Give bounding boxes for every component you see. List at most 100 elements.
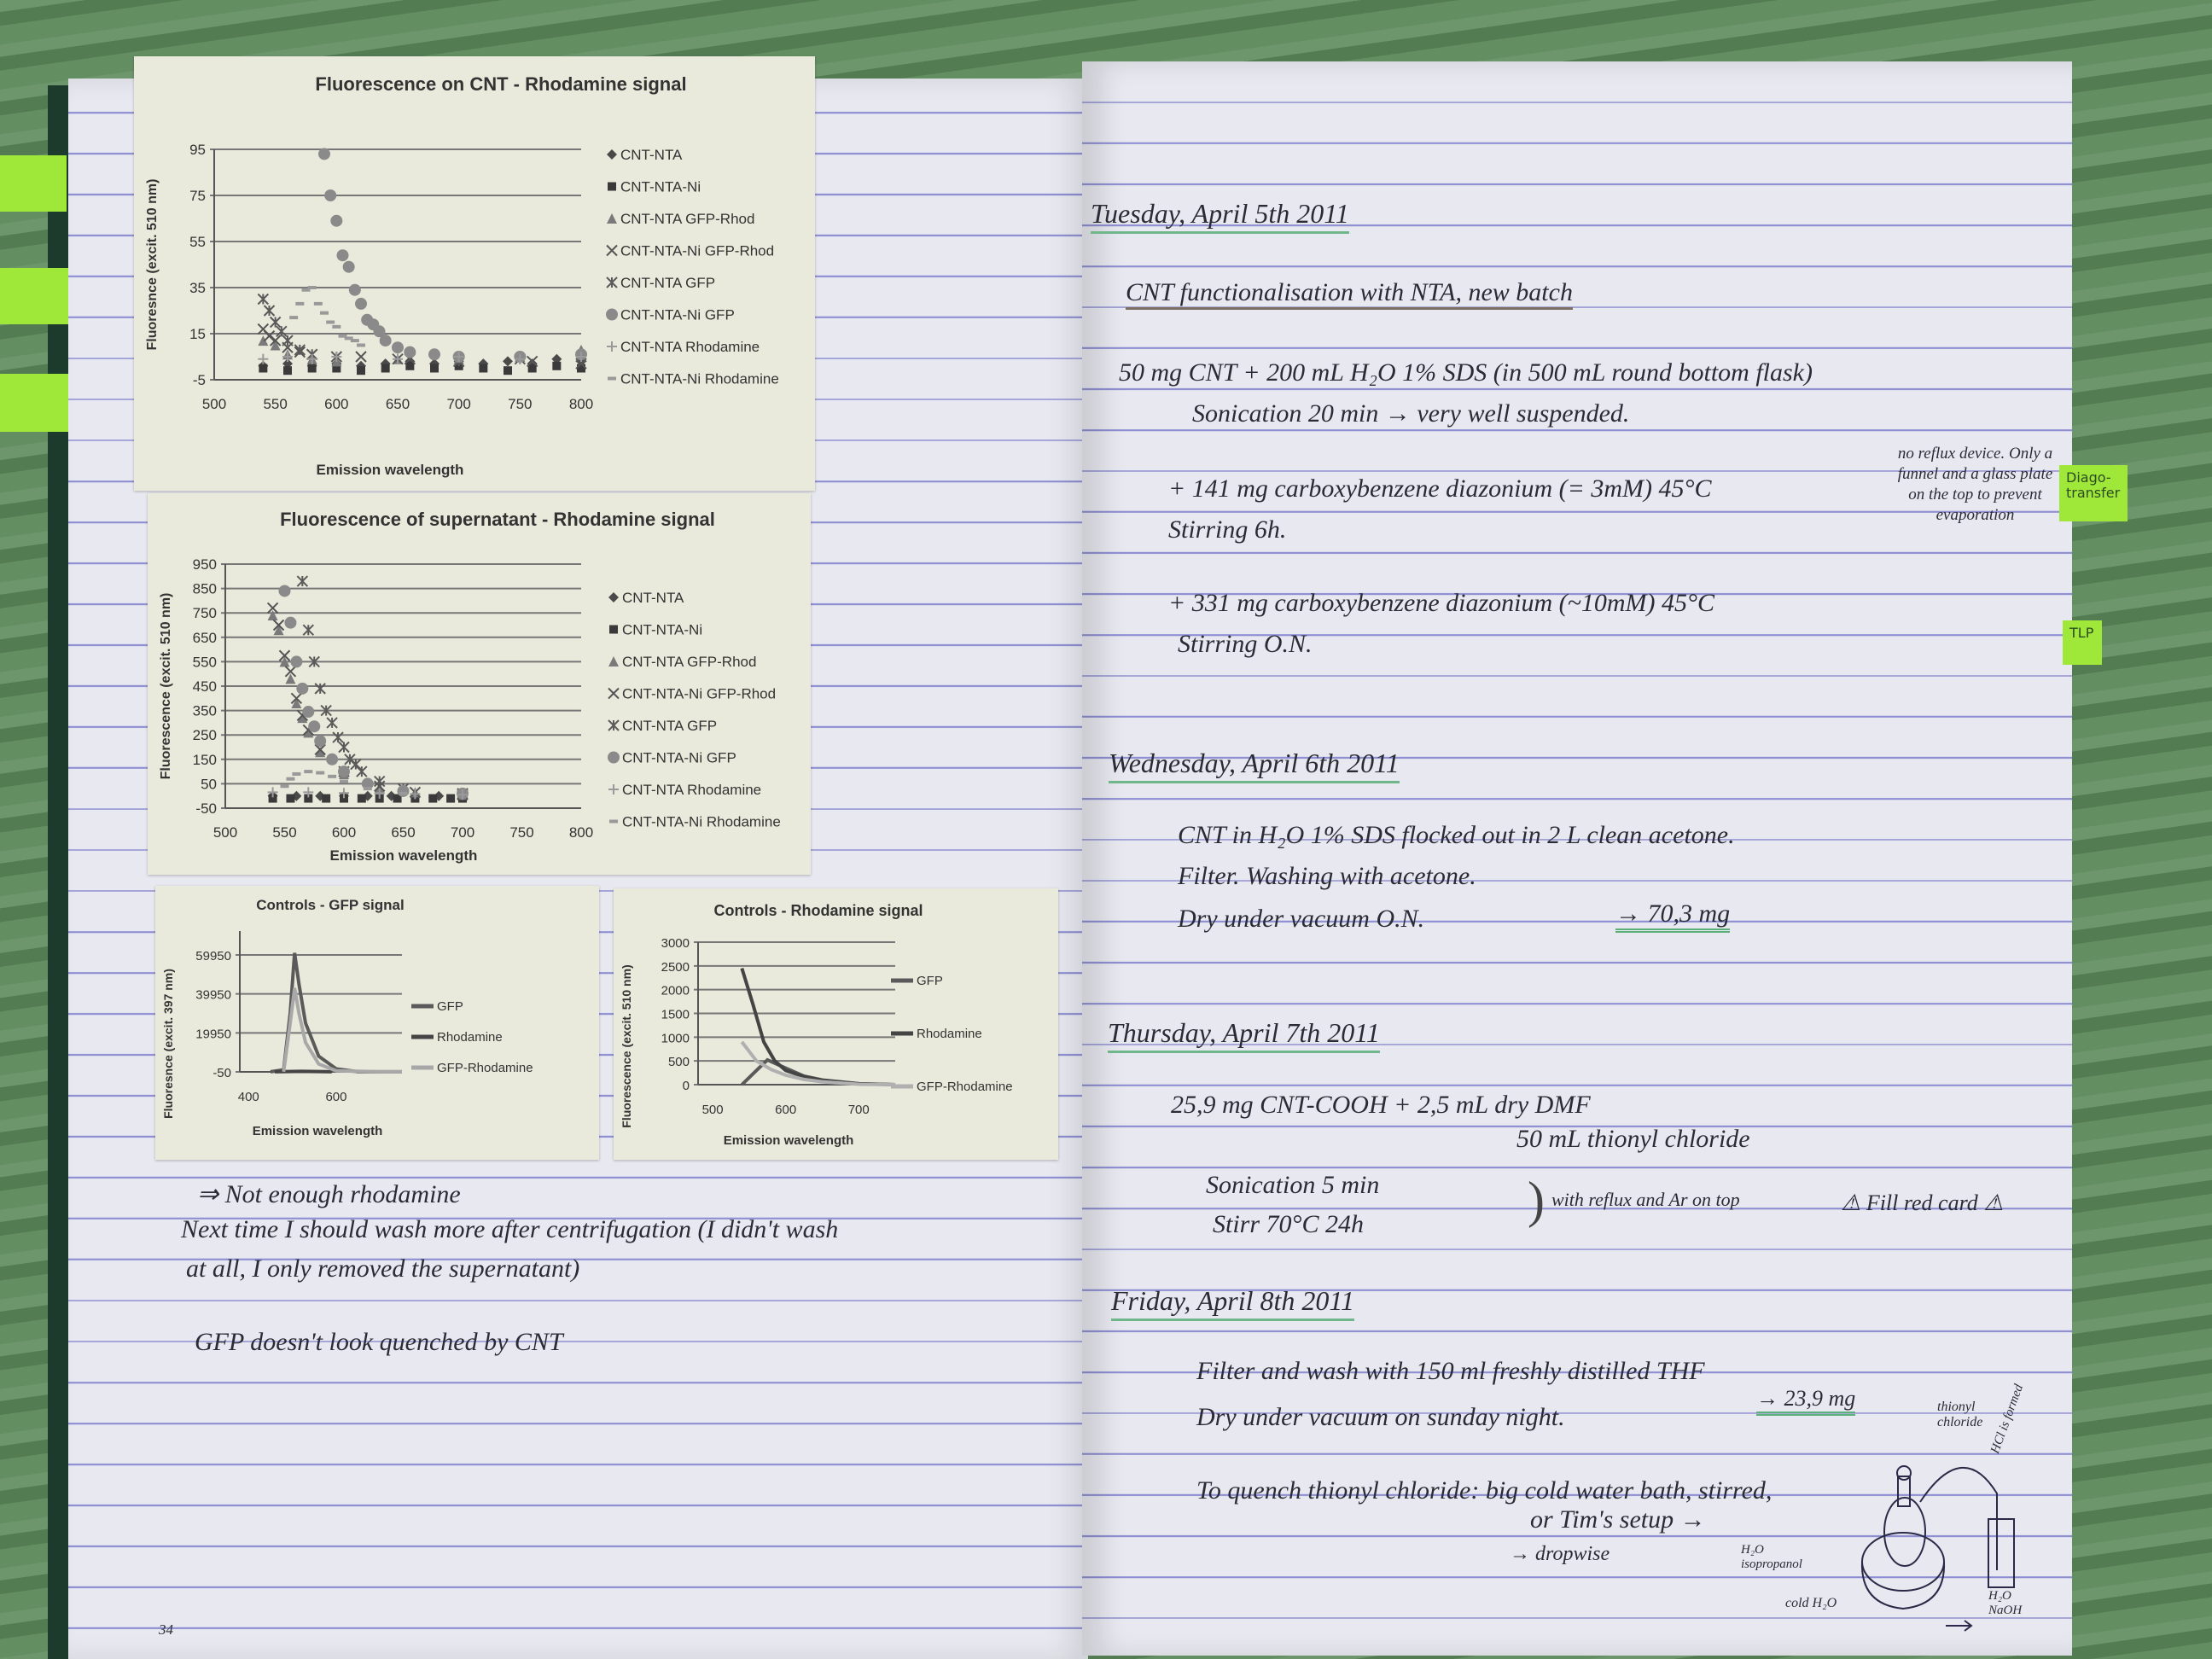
data-point-cnt-nta-ni (527, 364, 537, 373)
series-cnt-nta-ni-rhodamine (280, 770, 408, 795)
warning-text: Fill red card (1866, 1190, 1978, 1215)
data-point-cnt-nta-ni-rhodamine (350, 339, 359, 343)
legend-marker (608, 719, 620, 731)
y-tick-label: -5 (193, 372, 206, 388)
data-point-cnt-nta-gfp (282, 335, 294, 346)
data-point-cnt-nta-ni (332, 364, 341, 373)
note-gfp-not-quenched: GFP doesn't look quenched by CNT (195, 1328, 563, 1356)
data-point-cnt-nta-ni (577, 364, 585, 373)
data-point-cnt-nta-ni-rhodamine (280, 784, 289, 789)
y-tick-label: 950 (193, 556, 217, 573)
y-tick-label: 150 (193, 752, 217, 768)
data-point-cnt-nta-ni-rhodamine (286, 777, 295, 781)
data-point-cnt-nta-rhodamine (267, 787, 278, 798)
x-tick-label: 700 (446, 396, 470, 412)
data-point-cnt-nta-ni (504, 366, 512, 375)
data-point-cnt-nta-ni-gfp (326, 753, 339, 765)
data-point-cnt-nta-ni-gfp-rhod (290, 692, 303, 705)
x-tick-label: 600 (332, 824, 356, 841)
x-axis-label: Emission wavelength (724, 1133, 854, 1148)
data-point-cnt-nta-gfp (269, 316, 282, 329)
tuesday-line-3: + 141 mg carboxybenzene diazonium (= 3mM… (1168, 474, 1712, 503)
thursday-warning: ⚠ Fill red card ⚠ (1841, 1190, 2004, 1216)
sticky-tab-tlp[interactable]: TLP (2063, 620, 2102, 665)
chart-svg: Fluorescence of supernatant - Rhodamine … (159, 509, 781, 864)
chart-controls-gfp: Controls - GFP signal Emission wavelength… (155, 886, 599, 1160)
legend-marker (608, 687, 620, 700)
sticky-tab-left-1[interactable] (0, 155, 67, 212)
data-point-cnt-nta-ni-rhodamine (326, 320, 335, 324)
data-point-cnt-nta-ni (552, 361, 562, 370)
data-point-cnt-nta (503, 356, 513, 367)
data-point-cnt-nta-ni-gfp (348, 283, 361, 296)
data-point-cnt-nta-ni-gfp (342, 260, 355, 273)
data-point-cnt-nta-gfp-rhod (303, 727, 314, 738)
wednesday-yield: → 70,3 mg (1615, 899, 1731, 933)
data-point-cnt-nta-ni-rhodamine (332, 324, 341, 329)
x-tick-label: 600 (325, 1090, 346, 1104)
data-point-cnt-nta-ni-gfp-rhod (526, 355, 538, 368)
thursday-line-3: Sonication 5 min (1206, 1171, 1380, 1199)
data-point-cnt-nta-ni (322, 794, 331, 803)
x-tick-label: 600 (324, 396, 348, 412)
data-point-cnt-nta-ni (259, 364, 268, 373)
sketch-label-cold-water: cold H₂O (1785, 1596, 1837, 1610)
data-point-cnt-nta-rhodamine (339, 788, 349, 799)
legend-label: CNT-NTA Rhodamine (622, 782, 761, 798)
data-point-cnt-nta-ni (405, 361, 415, 370)
data-point-cnt-nta-ni-gfp (324, 189, 337, 201)
y-tick-label: 75 (189, 188, 206, 204)
y-tick-label: 1500 (661, 1008, 690, 1022)
data-point-cnt-nta-ni-gfp (392, 341, 404, 354)
data-point-cnt-nta-rhodamine (515, 353, 526, 364)
data-point-cnt-nta-gfp-rhod (279, 656, 290, 667)
data-point-cnt-nta-ni-rhodamine (301, 288, 311, 292)
data-point-cnt-nta-gfp-rhod (273, 625, 284, 636)
data-point-cnt-nta-ni-rhodamine (328, 774, 337, 778)
data-point-cnt-nta-ni (357, 794, 366, 803)
data-point-cnt-nta (315, 790, 326, 801)
friday-line-2: Dry under vacuum on sunday night. (1196, 1403, 1565, 1431)
data-point-cnt-nta (362, 790, 373, 801)
data-point-cnt-nta-ni-gfp-rhod (269, 335, 282, 346)
legend-label: CNT-NTA (622, 590, 684, 606)
data-point-cnt-nta-ni (340, 794, 348, 803)
legend-marker (607, 213, 617, 224)
legend-label: CNT-NTA-Ni GFP (620, 307, 735, 323)
series-cnt-nta-gfp (257, 293, 587, 368)
y-tick-label: 650 (193, 630, 217, 646)
chart-controls-rhodamine: Controls - Rhodamine signal Emission wave… (614, 888, 1058, 1160)
sticky-tab-diago-transfer[interactable]: Diago-transfer (2059, 465, 2128, 521)
thursday-line-2: 50 mL thionyl chloride (1516, 1125, 1750, 1153)
legend-label: CNT-NTA-Ni (620, 179, 701, 195)
data-point-cnt-nta-rhodamine (576, 352, 586, 362)
chart-title: Fluorescence on CNT - Rhodamine signal (315, 73, 686, 95)
sticky-tab-left-2[interactable] (0, 268, 75, 324)
data-point-cnt-nta-ni-gfp-rhod (278, 649, 291, 661)
data-point-cnt-nta-ni (446, 794, 456, 803)
data-point-cnt-nta-gfp (294, 344, 306, 356)
chart-fluorescence-on-cnt: Fluorescence on CNT - Rhodamine signal Em… (134, 56, 815, 491)
data-point-cnt-nta-rhodamine (258, 353, 269, 364)
legend-label: CNT-NTA-Ni GFP (622, 750, 736, 766)
data-point-cnt-nta-gfp-rhod (267, 610, 278, 621)
thursday-line-1: 25,9 mg CNT-COOH + 2,5 mL dry DMF (1171, 1091, 1591, 1119)
tuesday-line-6: Stirring O.N. (1178, 630, 1313, 658)
data-point-cnt-nta-gfp-rhod (270, 340, 281, 351)
data-point-cnt-nta-ni-gfp (361, 777, 374, 790)
x-tick-label: 550 (272, 824, 296, 841)
friday-line-4: or Tim's setup → (1530, 1505, 1706, 1534)
legend-label: CNT-NTA (620, 147, 683, 163)
data-point-cnt-nta-ni-gfp-rhod (263, 329, 276, 342)
y-tick-label: 2500 (661, 960, 690, 975)
data-point-cnt-nta-ni-rhodamine (307, 286, 317, 289)
data-point-cnt-nta-ni (283, 366, 292, 375)
series-line-gfp-rhodamine (740, 1040, 896, 1086)
legend-label: Rhodamine (437, 1030, 503, 1045)
chart-title: Controls - GFP signal (256, 897, 404, 913)
x-tick-label: 550 (263, 396, 287, 412)
tuesday-line-4: Stirring 6h. (1168, 515, 1287, 544)
tuesday-line-1: 50 mg CNT + 200 mL H₂O 1% SDS (in 500 mL… (1119, 358, 1813, 387)
entry-date-tuesday: Tuesday, April 5th 2011 (1091, 198, 1349, 234)
legend-marker (609, 625, 618, 634)
